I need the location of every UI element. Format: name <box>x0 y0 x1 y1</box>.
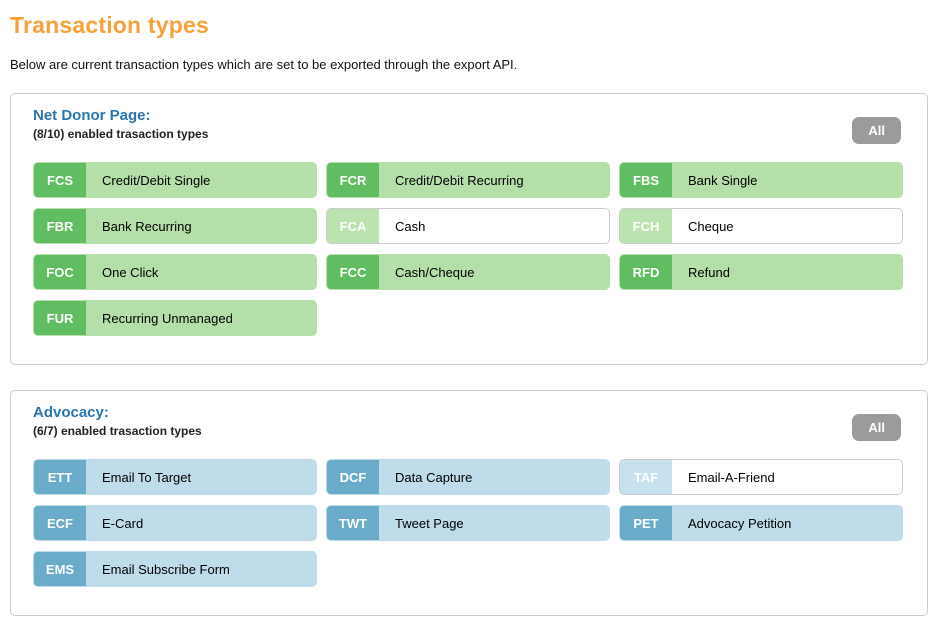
page-subtitle: Below are current transaction types whic… <box>10 57 518 72</box>
transaction-type-tile-dcf[interactable]: DCF Data Capture <box>326 459 610 495</box>
tile-code-badge: FCC <box>327 255 379 289</box>
transaction-section-panel: All Net Donor Page: (8/10) enabled trasa… <box>10 93 928 365</box>
transaction-type-tile-fch[interactable]: FCH Cheque <box>619 208 903 244</box>
tile-label: Recurring Unmanaged <box>102 310 233 326</box>
transaction-type-tile-twt[interactable]: TWT Tweet Page <box>326 505 610 541</box>
tile-code-badge: ETT <box>34 460 86 494</box>
transaction-type-tile-fur[interactable]: FUR Recurring Unmanaged <box>33 300 317 336</box>
tile-code-badge: FCA <box>327 209 379 243</box>
transaction-type-tile-ett[interactable]: ETT Email To Target <box>33 459 317 495</box>
tile-label: Cheque <box>688 218 734 234</box>
tile-label: Credit/Debit Recurring <box>395 172 524 188</box>
tile-code-badge: FBS <box>620 163 672 197</box>
tile-label: Bank Single <box>688 172 758 188</box>
select-all-button[interactable]: All <box>852 414 901 441</box>
transaction-type-tile-foc[interactable]: FOC One Click <box>33 254 317 290</box>
tile-label: Tweet Page <box>395 515 464 531</box>
section-subheading: (8/10) enabled trasaction types <box>33 127 209 141</box>
tile-label: Credit/Debit Single <box>102 172 211 188</box>
tile-code-badge: FUR <box>34 301 86 335</box>
tile-label: One Click <box>102 264 159 280</box>
select-all-button[interactable]: All <box>852 117 901 144</box>
tile-label: Refund <box>688 264 730 280</box>
transaction-type-tile-fcs[interactable]: FCS Credit/Debit Single <box>33 162 317 198</box>
section-heading: Advocacy: <box>33 404 109 421</box>
tile-label: Bank Recurring <box>102 218 192 234</box>
tile-label: Data Capture <box>395 469 473 485</box>
page-title: Transaction types <box>10 12 209 38</box>
tile-label: Advocacy Petition <box>688 515 792 531</box>
tile-label: Cash/Cheque <box>395 264 475 280</box>
tile-label: Email-A-Friend <box>688 469 775 485</box>
tile-code-badge: FCR <box>327 163 379 197</box>
section-heading: Net Donor Page: <box>33 107 151 124</box>
tile-code-badge: PET <box>620 506 672 540</box>
tile-code-badge: TWT <box>327 506 379 540</box>
tile-code-badge: RFD <box>620 255 672 289</box>
transaction-type-tile-fbr[interactable]: FBR Bank Recurring <box>33 208 317 244</box>
section-subheading: (6/7) enabled trasaction types <box>33 424 202 438</box>
tile-code-badge: FBR <box>34 209 86 243</box>
tile-label: Email To Target <box>102 469 192 485</box>
transaction-type-tile-ems[interactable]: EMS Email Subscribe Form <box>33 551 317 587</box>
tile-grid: FCS Credit/Debit Single FCR Credit/Debit… <box>33 162 903 336</box>
transaction-type-tile-fcr[interactable]: FCR Credit/Debit Recurring <box>326 162 610 198</box>
tile-code-badge: FCS <box>34 163 86 197</box>
transaction-type-tile-rfd[interactable]: RFD Refund <box>619 254 903 290</box>
transaction-type-tile-fcc[interactable]: FCC Cash/Cheque <box>326 254 610 290</box>
tile-code-badge: ECF <box>34 506 86 540</box>
tile-code-badge: FOC <box>34 255 86 289</box>
tile-code-badge: DCF <box>327 460 379 494</box>
transaction-type-tile-fbs[interactable]: FBS Bank Single <box>619 162 903 198</box>
tile-code-badge: EMS <box>34 552 86 586</box>
transaction-type-tile-pet[interactable]: PET Advocacy Petition <box>619 505 903 541</box>
tile-label: Cash <box>395 218 426 234</box>
transaction-type-tile-taf[interactable]: TAF Email-A-Friend <box>619 459 903 495</box>
tile-code-badge: FCH <box>620 209 672 243</box>
tile-label: Email Subscribe Form <box>102 561 230 577</box>
transaction-type-tile-fca[interactable]: FCA Cash <box>326 208 610 244</box>
tile-grid: ETT Email To Target DCF Data Capture TAF… <box>33 459 903 587</box>
sections-container: All Net Donor Page: (8/10) enabled trasa… <box>10 93 928 616</box>
transaction-section-panel: All Advocacy: (6/7) enabled trasaction t… <box>10 390 928 616</box>
tile-code-badge: TAF <box>620 460 672 494</box>
transaction-type-tile-ecf[interactable]: ECF E-Card <box>33 505 317 541</box>
tile-label: E-Card <box>102 515 144 531</box>
